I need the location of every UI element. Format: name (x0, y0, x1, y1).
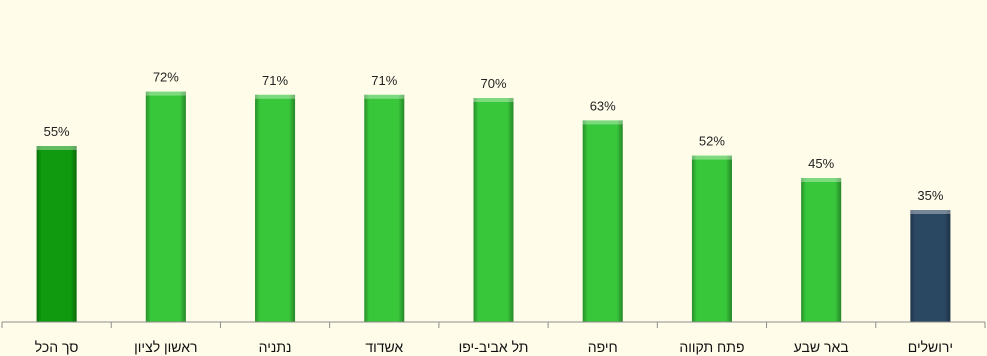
data-label: 71% (371, 73, 397, 88)
bar-shading (801, 178, 842, 322)
category-label: תל אביב-יפו (459, 339, 529, 355)
bar-shading (255, 94, 296, 322)
bar (364, 94, 405, 322)
bar-shading (910, 210, 951, 322)
bar-shading (145, 91, 186, 322)
value-labels-group: 55% 72% 71% 71% 70% 63% 52% 45% 35% (44, 70, 944, 203)
x-axis-ticks (1, 322, 986, 328)
category-label: סך הכל (35, 339, 79, 355)
bar (36, 146, 77, 322)
data-label: 70% (480, 76, 506, 91)
category-label: חיפה (588, 339, 618, 355)
bar (582, 120, 623, 323)
category-label: באר שבע (794, 339, 849, 355)
bar-shading (364, 94, 405, 322)
data-label: 45% (808, 156, 834, 171)
data-label: 55% (44, 124, 70, 139)
category-label: נתניה (259, 339, 292, 355)
bar-top-highlight (145, 91, 186, 96)
bars-group (36, 91, 951, 323)
bar-top-highlight (473, 98, 514, 102)
bar (691, 155, 732, 322)
data-label: 35% (917, 188, 943, 203)
bar (801, 178, 842, 322)
category-label: פתח תקווה (679, 339, 744, 355)
bar-top-highlight (801, 178, 842, 182)
bar-top-highlight (255, 94, 296, 99)
bar-top-highlight (364, 94, 405, 99)
category-label: אשדוד (365, 339, 403, 355)
bar-top-highlight (910, 210, 951, 214)
data-label: 72% (153, 70, 179, 85)
bar-shading (691, 155, 732, 322)
category-label: ראשון לציון (134, 339, 197, 355)
bar-shading (582, 120, 623, 323)
category-label: ירושלים (908, 339, 953, 355)
bar (910, 210, 951, 322)
data-label: 52% (699, 134, 725, 149)
bar-shading (473, 98, 514, 322)
bar-top-highlight (582, 120, 623, 125)
bar-top-highlight (36, 146, 77, 150)
category-labels-group: סך הכל ראשון לציון נתניה אשדוד תל אביב-יפו חי… (35, 339, 953, 355)
bar-shading (36, 146, 77, 322)
data-label: 71% (262, 73, 288, 88)
bar-top-highlight (691, 155, 732, 160)
bar (145, 91, 186, 322)
bar (255, 94, 296, 322)
bar (473, 98, 514, 322)
data-label: 63% (590, 98, 616, 113)
